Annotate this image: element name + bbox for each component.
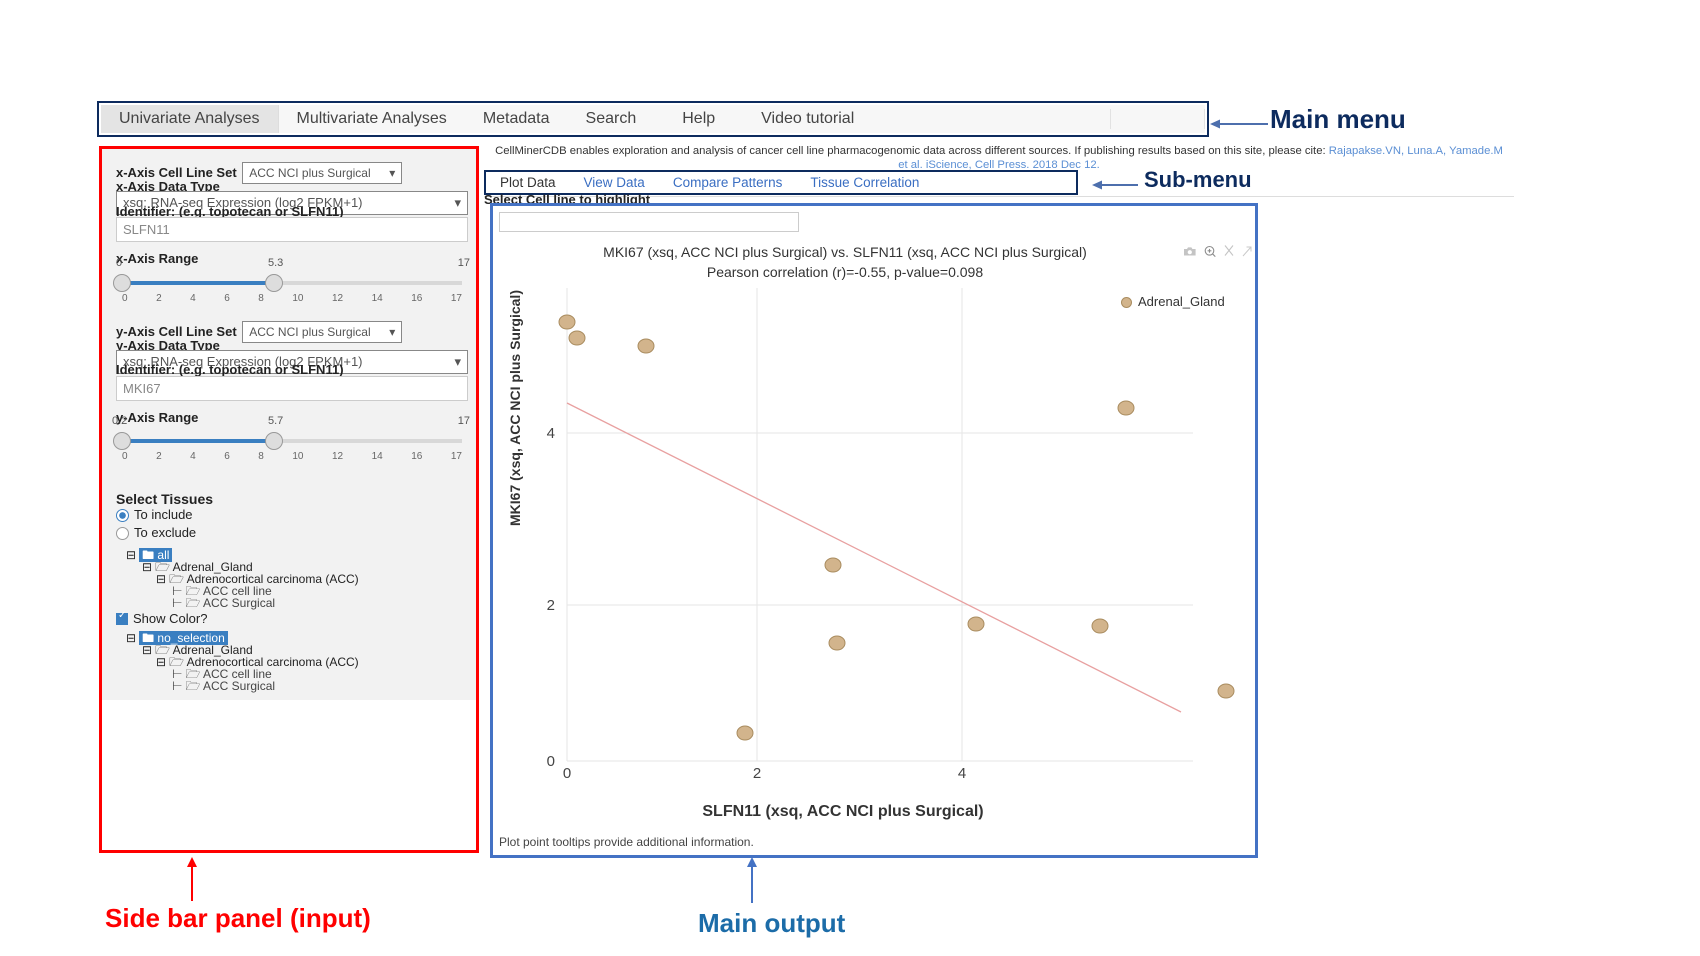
svg-text:4: 4 [958,765,966,782]
svg-text:2: 2 [547,597,555,614]
svg-text:4: 4 [547,425,555,442]
svg-text:2: 2 [753,765,761,782]
svg-text:0: 0 [547,753,555,770]
svg-text:0: 0 [563,765,571,782]
